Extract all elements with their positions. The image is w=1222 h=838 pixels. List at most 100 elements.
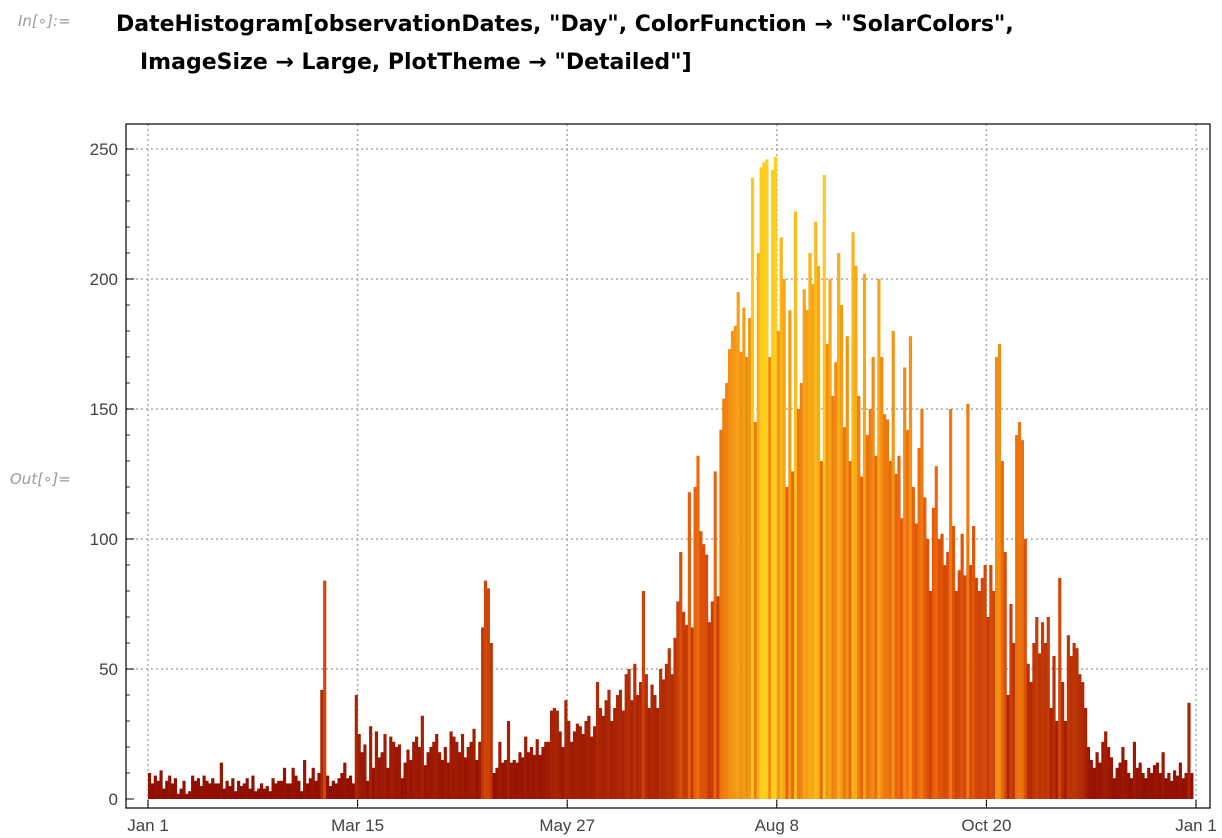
bar [874,455,878,799]
bar [1132,741,1137,799]
bar [1161,752,1165,799]
bar [185,793,189,799]
bar [1184,773,1188,799]
bar [880,357,884,799]
bar [234,791,238,799]
bar [966,403,970,799]
bar [1052,656,1056,799]
bar [903,367,907,799]
bar [193,780,198,799]
bar [1106,747,1111,799]
bar [633,663,637,799]
bar [1055,721,1059,799]
bar [946,552,950,799]
bar [305,783,310,799]
bar [412,741,416,799]
bar [443,747,447,799]
bar [1167,773,1171,799]
bar [1081,682,1085,799]
y-axis-ticks: 0 50 100 150 200 250 [90,140,134,809]
bar [498,741,502,799]
bar [300,791,304,799]
bar [567,721,571,799]
bar [926,539,930,799]
bar [656,708,660,799]
bar [1026,663,1030,799]
bar [547,741,551,799]
bar [897,455,901,799]
bar [420,715,424,799]
bar [222,788,226,799]
bar [326,775,330,799]
bar [518,752,522,799]
bar [437,752,442,799]
bar [1046,617,1050,799]
bar [271,778,275,799]
bar [446,762,450,799]
bar [469,741,473,799]
bar [727,349,732,799]
bar [196,778,200,799]
bar [584,721,588,799]
bar [159,770,163,799]
bar [1175,775,1180,799]
bar [282,767,287,799]
bar [854,266,858,799]
bar [997,344,1002,799]
bar [492,773,496,799]
bar [529,747,534,799]
bar [1124,760,1128,799]
bar [429,747,433,799]
bar [914,523,918,799]
bar [891,331,895,799]
bar [524,736,528,799]
bar [613,708,617,799]
bar [1164,778,1168,799]
bar [837,253,841,799]
bar [182,780,186,799]
bar [205,780,209,799]
bar [317,773,321,799]
bar [558,731,562,799]
bar [848,461,852,799]
bar [1003,552,1007,799]
bar [211,778,215,799]
bar [435,734,439,799]
bar [397,744,401,799]
bar [455,741,459,799]
bar [610,721,614,799]
bar [486,588,490,799]
bar [328,786,333,799]
bar [403,762,407,799]
bar [1112,778,1116,799]
bar [262,788,267,799]
bar [409,760,413,799]
bar [463,757,468,799]
bar [699,531,703,799]
bar [1035,617,1039,799]
bar [923,497,927,799]
bar [638,682,643,799]
bar [199,786,203,799]
bar [989,565,993,799]
bar [765,159,769,799]
bar [188,791,192,799]
bar [277,780,281,799]
bar [1075,648,1079,799]
bar [351,783,356,799]
bar [788,310,792,799]
bar [621,710,625,799]
bar [521,757,525,799]
bar [1170,780,1174,799]
bar [705,554,709,799]
bar [460,734,465,799]
bar [771,169,775,800]
bar [515,762,519,799]
bar [693,487,697,799]
bar [380,752,384,799]
bar [963,575,967,799]
bar [630,700,634,799]
input-code[interactable]: DateHistogram[observationDates, "Day", C… [116,6,1014,82]
bar [1141,773,1145,799]
bar [644,674,648,799]
